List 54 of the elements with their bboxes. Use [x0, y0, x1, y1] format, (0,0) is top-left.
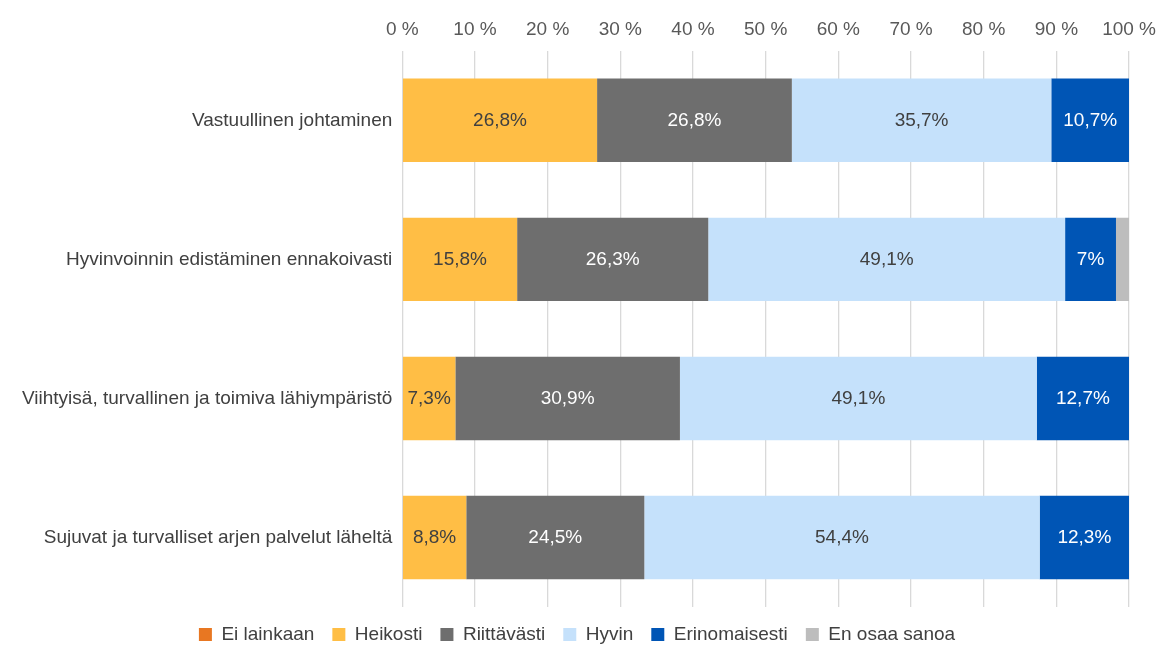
x-tick-label: 80 % [962, 17, 1006, 39]
bar [1115, 217, 1130, 302]
data-label: 26,8% [667, 108, 722, 130]
x-tick-label: 0 % [385, 17, 419, 39]
bar [708, 217, 1066, 302]
x-tick-label: 10 % [453, 17, 497, 39]
x-tick-label: 30 % [598, 17, 643, 39]
data-label: 26,3% [585, 247, 640, 269]
x-tick-label: 50 % [744, 17, 788, 39]
data-label: 49,1% [831, 386, 886, 408]
bar [455, 356, 680, 441]
legend-label: Heikosti [354, 622, 423, 644]
data-label: 30,9% [540, 386, 595, 408]
y-tick-label: Vastuullinen johtaminen [191, 108, 393, 130]
bar [466, 495, 645, 580]
data-label: 8,8% [412, 525, 457, 547]
y-tick-label: Hyvinvoinnin edistäminen ennakoivasti [65, 247, 393, 269]
bar [517, 217, 709, 302]
bar [1036, 356, 1130, 441]
data-label: 26,8% [473, 108, 528, 130]
y-tick-label: Sujuvat ja turvalliset arjen palvelut läheltä [43, 525, 393, 547]
data-label: 35,7% [894, 108, 949, 130]
data-label: 24,5% [528, 525, 583, 547]
bar [402, 495, 467, 580]
data-label: 54,4% [815, 525, 870, 547]
legend-label: En osaa sanoa [828, 622, 956, 644]
x-tick-label: 90 % [1034, 17, 1079, 39]
x-tick-label: 60 % [816, 17, 861, 39]
bar [791, 78, 1052, 163]
data-label: 15,8% [433, 247, 488, 269]
data-label: 10,7% [1063, 108, 1118, 130]
bar [402, 217, 518, 302]
bar [402, 356, 456, 441]
x-tick-label: 70 % [889, 17, 933, 39]
x-tick-label: 40 % [671, 17, 715, 39]
data-label: 12,3% [1057, 525, 1112, 547]
x-tick-label: 100 % [1102, 17, 1157, 39]
data-label: 7,3% [407, 386, 451, 408]
data-label: 49,1% [859, 247, 914, 269]
legend-label: Riittävästi [462, 622, 546, 644]
data-label: 7% [1076, 247, 1105, 269]
bar [402, 78, 598, 163]
bar [1039, 495, 1130, 580]
bar [644, 495, 1040, 580]
bar [597, 78, 792, 163]
legend-label: Hyvin [585, 622, 634, 644]
x-tick-label: 20 % [526, 17, 570, 39]
bar [679, 356, 1037, 441]
data-label: 12,7% [1055, 386, 1110, 408]
legend-label: Ei lainkaan [221, 622, 315, 644]
bar [1065, 217, 1116, 302]
y-tick-label: Viihtyisä, turvallinen ja toimiva lähiympäristö [21, 386, 393, 408]
legend-label: Erinomaisesti [673, 622, 788, 644]
bar [1051, 78, 1130, 163]
